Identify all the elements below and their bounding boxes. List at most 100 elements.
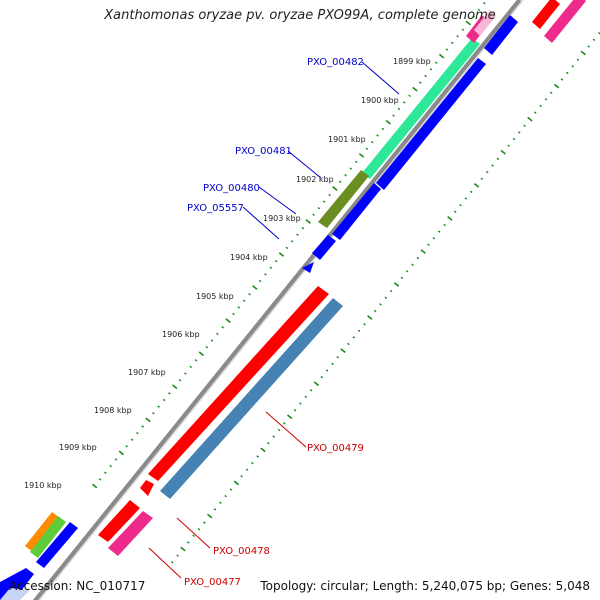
tick-mark [141, 425, 145, 428]
tick-mark [221, 326, 225, 329]
tick-mark [402, 101, 406, 104]
tick-mark [91, 483, 98, 489]
tick-mark [405, 270, 409, 273]
tick-mark [305, 219, 311, 224]
tick-mark [152, 411, 155, 415]
tick-mark [285, 246, 289, 250]
tick-mark [299, 402, 302, 405]
gene-label-pxo-00482[interactable]: PXO_00482 [307, 57, 364, 68]
gene-block-red[interactable] [148, 286, 329, 481]
gene-pxo-00479-feature[interactable] [140, 286, 343, 499]
gene-block-mint[interactable] [362, 38, 480, 179]
tick-mark [178, 378, 182, 382]
cds-block-blue[interactable] [302, 262, 314, 273]
gene-label-pxo-00480[interactable]: PXO_00480 [203, 183, 260, 194]
tick-label: 1899 kbp [393, 57, 431, 66]
tick-mark [370, 140, 374, 144]
cds-block-blue[interactable] [376, 58, 486, 190]
gene-label-pxo-00479[interactable]: PXO_00479 [307, 443, 364, 454]
cds-block-blue[interactable] [312, 235, 336, 260]
accession-text: Accession: NC_010717 [9, 579, 146, 593]
gene-label-pxo-00481[interactable]: PXO_00481 [235, 146, 292, 157]
tick-marks [91, 1, 600, 564]
tick-mark [437, 230, 441, 233]
tick-mark [464, 197, 468, 200]
gene-label-pxo-05557[interactable]: PXO_05557 [187, 203, 244, 214]
cds-block-blue[interactable] [484, 15, 518, 55]
gene-block-orange[interactable] [25, 512, 60, 552]
tick-mark [277, 428, 281, 432]
gene-pxo-00480-feature[interactable] [312, 235, 336, 260]
gene-block-pink-light[interactable] [474, 10, 496, 36]
gene-pxo-00478-feature[interactable] [98, 500, 140, 542]
tick-mark [157, 405, 161, 408]
gene-pxo-05557-feature[interactable] [302, 262, 314, 273]
cds-block-blue[interactable] [36, 522, 78, 568]
gene-pxo-00482-feature[interactable] [362, 38, 486, 190]
tick-mark [365, 147, 369, 150]
gene-label-pxo-00477[interactable]: PXO_00477 [184, 577, 241, 588]
tick-mark [114, 458, 118, 461]
tick-label: 1908 kbp [94, 406, 132, 415]
tick-labels: 1899 kbp 1900 kbp 1901 kbp 1902 kbp 1903… [24, 57, 431, 490]
tick-mark [549, 91, 553, 94]
tick-mark [429, 68, 433, 71]
gene-block-steelblue[interactable] [160, 298, 343, 499]
tick-mark [197, 527, 201, 531]
tick-label: 1901 kbp [328, 135, 366, 144]
tick-mark [328, 193, 331, 197]
leader-line [148, 547, 182, 579]
gene-pxo-00477-feature[interactable] [108, 511, 153, 556]
tick-mark [109, 464, 112, 468]
leader-line [361, 61, 400, 95]
tick-mark [269, 266, 273, 269]
gene-block-red[interactable] [532, 0, 560, 29]
tick-mark [203, 521, 206, 524]
gene-block-green[interactable] [30, 516, 66, 558]
tick-mark [438, 53, 445, 59]
cds-block-blue-light[interactable] [0, 588, 30, 600]
gene-top-edge-feature[interactable] [466, 0, 586, 55]
tick-mark [242, 299, 246, 303]
tick-mark [237, 306, 241, 309]
tick-mark [565, 71, 569, 75]
tick-label: 1905 kbp [196, 292, 234, 301]
tick-mark [338, 180, 342, 184]
tick-mark [251, 461, 254, 465]
tick-mark [527, 116, 533, 122]
tick-mark [480, 177, 484, 180]
tick-mark [260, 447, 266, 453]
tick-mark [293, 408, 297, 412]
tick-mark [432, 236, 436, 240]
tick-mark [443, 223, 446, 227]
tick-mark [192, 534, 195, 538]
tick-mark [186, 541, 190, 544]
tick-mark [176, 554, 179, 557]
tick-mark [312, 213, 315, 217]
tick-mark [272, 435, 276, 438]
gene-arrow-red-small[interactable] [140, 480, 154, 496]
gene-label-pxo-00478[interactable]: PXO_00478 [213, 546, 270, 557]
tick-mark [461, 28, 465, 31]
tick-mark [424, 74, 427, 78]
gene-block-olive[interactable] [318, 170, 369, 228]
tick-mark [213, 508, 217, 511]
tick-mark [287, 414, 293, 420]
tick-mark [252, 285, 258, 290]
tick-mark [245, 468, 249, 471]
cds-block-blue[interactable] [332, 183, 381, 240]
gene-block-red[interactable] [98, 500, 140, 542]
tick-mark [118, 450, 125, 456]
tick-mark [240, 475, 243, 478]
gene-lower-left-feature[interactable] [0, 512, 78, 600]
tick-mark [256, 455, 260, 458]
gene-block-pink[interactable] [108, 511, 153, 556]
tick-mark [283, 422, 286, 425]
gene-pxo-00481-feature[interactable] [318, 170, 381, 240]
tick-mark [194, 359, 198, 362]
tick-mark [325, 369, 329, 372]
tick-mark [332, 185, 338, 191]
gene-block-pink[interactable] [544, 0, 586, 43]
tick-mark [344, 173, 347, 177]
